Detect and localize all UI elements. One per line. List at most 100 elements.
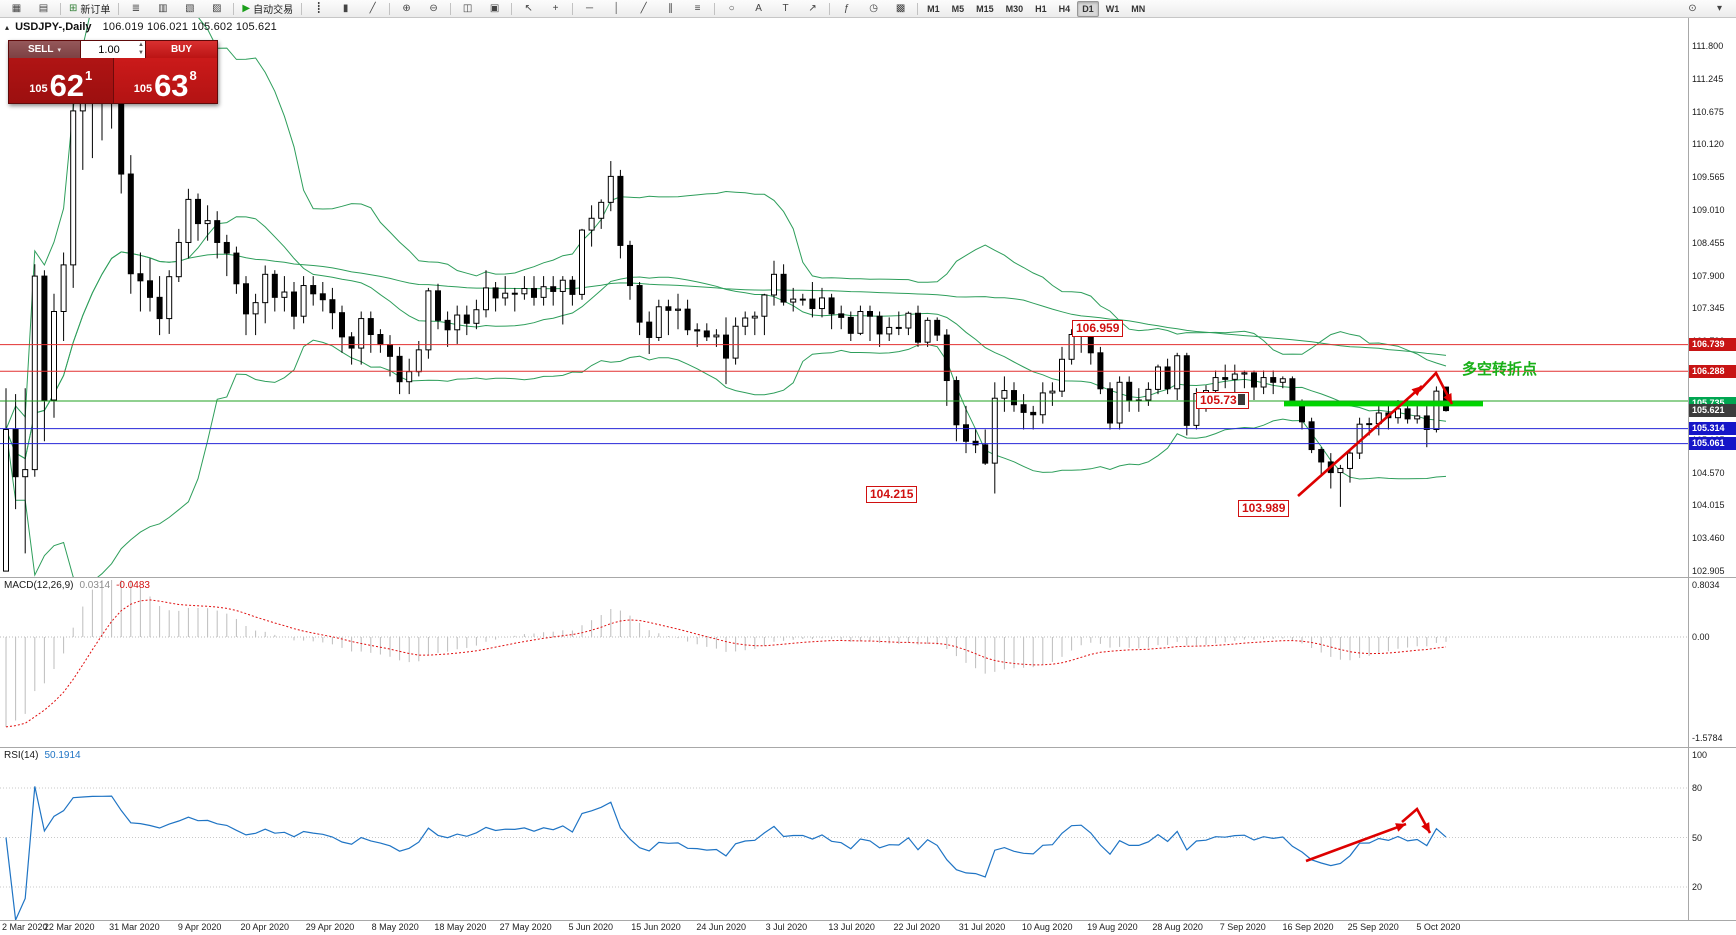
candle-body — [1251, 372, 1257, 388]
lot-increase-icon[interactable]: ▲ — [138, 42, 144, 48]
candle-body — [790, 298, 797, 303]
buy-button[interactable]: BUY — [146, 41, 217, 58]
macd-indicator-label: MACD(12,26,9) 0.0314 -0.0483 — [4, 580, 150, 591]
turning-point-annotation[interactable]: 多空转折点 — [1462, 361, 1538, 378]
price-chart[interactable] — [0, 18, 1688, 577]
timeframe-h1[interactable]: H1 — [1035, 3, 1047, 14]
vertical-line-icon[interactable]: │ — [604, 0, 629, 17]
price-callout-106.959[interactable]: 106.959 — [1072, 320, 1124, 337]
collapse-arrow-icon[interactable]: ▴ — [5, 23, 10, 32]
new-order-button[interactable]: ⊞ 新订单 — [65, 0, 114, 17]
cursor-icon[interactable]: ↖ — [516, 0, 541, 17]
candle-body — [483, 287, 489, 311]
search-icon[interactable]: ⊙ — [1688, 3, 1697, 14]
auto-trading-button[interactable]: ▶ 自动交易 — [238, 0, 297, 17]
candle-body — [761, 294, 768, 317]
trend-arrow[interactable] — [1297, 385, 1423, 497]
arrow-tool-icon: ↗ — [808, 2, 817, 14]
horizontal-line-icon[interactable]: ─ — [577, 0, 602, 17]
trend-arrow[interactable] — [1305, 822, 1407, 863]
price-callout-text: 105.73 — [1200, 393, 1237, 407]
macd-chart[interactable] — [0, 578, 1688, 747]
candle-body — [540, 286, 547, 298]
timeframe-m15[interactable]: M15 — [976, 3, 994, 14]
fibonacci-icon[interactable]: ≡ — [685, 0, 710, 17]
label-icon[interactable]: T — [773, 0, 798, 17]
arrow-tool-icon[interactable]: ↗ — [800, 0, 825, 17]
buy-price-button[interactable]: 105 63 8 — [113, 58, 217, 103]
panel-separator[interactable] — [0, 577, 1736, 578]
line-chart-type-icon[interactable]: ╱ — [360, 0, 385, 17]
candle-body — [51, 311, 57, 401]
price-callout-103.989[interactable]: 103.989 — [1238, 500, 1290, 517]
one-click-trading-panel: SELL ▾ ▲ ▼ BUY 105 62 1 105 63 — [8, 40, 218, 104]
rsi-chart[interactable] — [0, 748, 1688, 920]
data-window-icon[interactable]: ▥ — [150, 0, 175, 17]
trendline-icon[interactable]: ╱ — [631, 0, 656, 17]
crosshair-icon[interactable]: + — [543, 0, 568, 17]
navigator-icon[interactable]: ▧ — [177, 0, 202, 17]
candle-body — [655, 306, 662, 338]
macd-main-value: 0.0314 — [79, 580, 111, 591]
periods-icon[interactable]: ◷ — [861, 0, 886, 17]
dropdown-icon[interactable]: ▾ — [1716, 3, 1723, 14]
candle-body — [473, 309, 480, 324]
candle-body — [1337, 467, 1344, 474]
candle-body — [598, 201, 605, 219]
panel-separator[interactable] — [0, 747, 1736, 748]
candle-body — [1241, 372, 1248, 375]
rsi-indicator-label: RSI(14) 50.1914 — [4, 750, 81, 761]
candle-body — [1231, 373, 1238, 380]
time-axis-label: 31 Jul 2020 — [958, 922, 1006, 932]
rsi-name: RSI(14) — [4, 750, 39, 761]
template-icon[interactable]: ▩ — [888, 0, 913, 17]
candle-body — [348, 336, 355, 349]
toolbar-separator — [389, 2, 391, 15]
candle-body — [857, 311, 864, 334]
candle-body — [569, 279, 576, 295]
price-callout-text: 104.215 — [870, 487, 914, 501]
time-axis-label: 3 Jul 2020 — [765, 922, 808, 932]
candle-body — [991, 397, 998, 464]
bar-chart-type-icon[interactable]: ┋ — [306, 0, 331, 17]
zoom-out-icon[interactable]: ⊖ — [421, 0, 446, 17]
auto-trading-button-label: 自动交易 — [253, 5, 294, 16]
candle-body — [1433, 390, 1440, 430]
sell-price-button[interactable]: 105 62 1 — [9, 58, 114, 103]
candle-body — [1299, 403, 1305, 423]
candle-body — [838, 313, 845, 318]
lot-size-input[interactable] — [81, 41, 145, 58]
candle-body — [1068, 334, 1075, 360]
timeframe-mn[interactable]: MN — [1131, 3, 1146, 14]
time-axis-label: 15 Jun 2020 — [631, 922, 681, 932]
timeframe-m1[interactable]: M1 — [927, 3, 940, 14]
candle-body — [751, 315, 758, 319]
text-icon[interactable]: A — [746, 0, 771, 17]
cascade-windows-icon[interactable]: ▣ — [482, 0, 507, 17]
tile-windows-icon[interactable]: ◫ — [455, 0, 480, 17]
timeframe-d1[interactable]: D1 — [1077, 0, 1099, 17]
new-chart-icon[interactable]: ▦ — [4, 0, 29, 17]
market-watch-icon[interactable]: ≣ — [123, 0, 148, 17]
timeframe-m30[interactable]: M30 — [1005, 3, 1024, 14]
candle-body — [12, 429, 19, 478]
timeframe-w1[interactable]: W1 — [1105, 3, 1120, 14]
auto-trading-button-icon: ▶ — [242, 2, 251, 14]
indicators-icon[interactable]: ƒ — [834, 0, 859, 17]
ellipse-icon[interactable]: ○ — [719, 0, 744, 17]
profiles-icon[interactable]: ▤ — [31, 0, 56, 17]
price-callout-105.73[interactable]: 105.73 — [1196, 392, 1249, 409]
timeframe-h4[interactable]: H4 — [1058, 3, 1071, 14]
terminal-icon[interactable]: ▨ — [204, 0, 229, 17]
price-callout-104.215[interactable]: 104.215 — [866, 486, 918, 503]
candle-body — [41, 275, 48, 401]
candle-body — [156, 296, 163, 320]
zoom-in-icon[interactable]: ⊕ — [394, 0, 419, 17]
lot-decrease-icon[interactable]: ▼ — [138, 50, 144, 56]
channel-icon[interactable]: ∥ — [658, 0, 683, 17]
timeframe-m5[interactable]: M5 — [951, 3, 965, 14]
sell-button[interactable]: SELL ▾ — [9, 41, 80, 58]
candlestick-type-icon[interactable]: ▮ — [333, 0, 358, 17]
candle-body — [319, 293, 326, 301]
